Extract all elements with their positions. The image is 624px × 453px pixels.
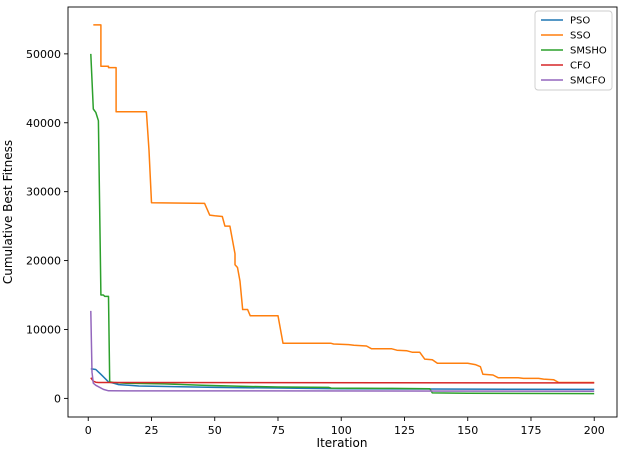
x-tick-label: 150 — [457, 424, 478, 437]
legend-label-smsho: SMSHO — [570, 46, 607, 57]
x-tick-label: 75 — [271, 424, 285, 437]
series-line-smsho — [90, 53, 595, 395]
legend-label-smcfo: SMCFO — [570, 76, 606, 87]
plot-area — [68, 7, 617, 417]
y-tick-label: 20000 — [26, 255, 61, 268]
y-tick-label: 10000 — [26, 323, 61, 336]
x-tick-label: 175 — [520, 424, 541, 437]
legend: PSO SSO SMSHO CFO SMCFO — [534, 10, 613, 91]
x-axis-label: Iteration — [317, 436, 368, 450]
series-line-smcfo — [90, 310, 595, 392]
y-tick-label: 50000 — [26, 48, 61, 61]
plot-frame — [67, 6, 618, 418]
y-axis: 0 10000 20000 30000 40000 50000 — [26, 48, 68, 405]
legend-box — [534, 10, 613, 91]
legend-label-pso: PSO — [570, 16, 590, 27]
x-tick-label: 125 — [394, 424, 415, 437]
y-tick-label: 0 — [54, 392, 61, 405]
y-axis-label: Cumulative Best Fitness — [1, 140, 15, 284]
legend-label-sso: SSO — [570, 31, 591, 42]
x-tick-label: 100 — [331, 424, 352, 437]
legend-label-cfo: CFO — [570, 61, 591, 72]
y-tick-label: 40000 — [26, 117, 61, 130]
x-axis: 0 25 50 75 100 125 150 175 200 — [85, 417, 605, 437]
x-tick-label: 25 — [144, 424, 158, 437]
x-tick-label: 200 — [584, 424, 605, 437]
series-layer — [90, 24, 595, 395]
series-line-sso — [93, 24, 595, 384]
x-tick-label: 50 — [208, 424, 222, 437]
x-tick-label: 0 — [85, 424, 92, 437]
y-tick-label: 30000 — [26, 186, 61, 199]
